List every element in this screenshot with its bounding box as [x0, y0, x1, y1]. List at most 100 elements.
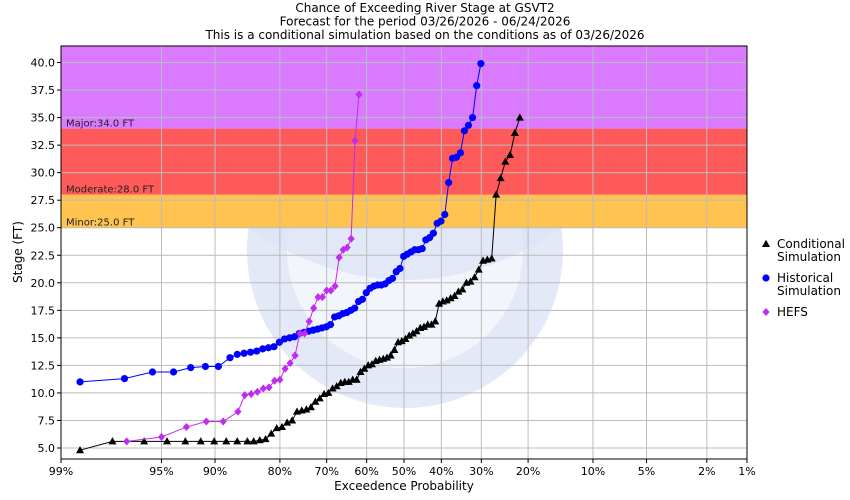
legend-marker — [762, 239, 770, 247]
data-point — [123, 437, 131, 446]
x-tick-label: 30% — [469, 465, 493, 478]
chart-title-line: Chance of Exceeding River Stage at GSVT2 — [295, 1, 554, 15]
data-point — [157, 432, 166, 441]
x-tick-label: 50% — [392, 465, 416, 478]
y-tick-label: 12.5 — [31, 359, 56, 372]
data-point — [429, 229, 437, 237]
y-tick-label: 32.5 — [31, 139, 56, 152]
data-point — [358, 295, 367, 303]
data-point — [347, 234, 355, 243]
legend-label: HEFS — [777, 305, 808, 319]
data-point — [328, 384, 337, 392]
data-point — [386, 351, 395, 359]
data-point — [196, 437, 205, 445]
data-point — [456, 149, 465, 157]
data-point — [496, 173, 505, 182]
data-point — [335, 253, 343, 262]
data-point — [210, 437, 219, 445]
y-tick-label: 25.0 — [31, 222, 56, 235]
data-point — [442, 296, 451, 304]
data-point — [351, 136, 359, 145]
series-1 — [76, 60, 485, 386]
series-0 — [76, 113, 524, 454]
data-point — [331, 282, 339, 291]
data-point — [264, 344, 273, 352]
flood-band-label: Moderate:28.0 FT — [66, 185, 155, 196]
data-point — [278, 422, 287, 431]
data-point — [397, 336, 406, 345]
data-point — [291, 351, 299, 360]
data-point — [314, 293, 322, 302]
data-point — [315, 394, 324, 402]
data-point — [281, 364, 289, 373]
data-point — [343, 243, 351, 252]
data-point — [382, 353, 391, 361]
data-point — [202, 417, 210, 426]
x-tick-label: 70% — [314, 465, 338, 478]
data-point — [201, 362, 210, 371]
data-point — [446, 294, 455, 302]
data-point — [323, 286, 331, 295]
legend-item: HEFS — [762, 305, 808, 319]
y-tick-label: 20.0 — [31, 277, 56, 290]
data-point — [445, 178, 453, 187]
data-point — [454, 287, 463, 295]
data-point — [300, 329, 309, 338]
y-tick-label: 27.5 — [31, 194, 56, 207]
data-point — [492, 190, 501, 198]
data-point — [506, 150, 515, 159]
data-point — [283, 418, 292, 426]
series-2 — [123, 90, 363, 446]
data-point — [431, 317, 440, 325]
legend-marker — [762, 274, 770, 282]
data-point — [267, 429, 276, 437]
data-point — [473, 82, 481, 90]
data-point — [356, 367, 365, 375]
x-tick-label: 95% — [149, 465, 173, 478]
data-point — [311, 397, 320, 405]
data-point — [255, 436, 264, 444]
data-point — [515, 113, 524, 121]
data-point — [259, 345, 267, 353]
data-point — [458, 285, 467, 293]
data-point — [234, 407, 242, 416]
data-point — [253, 347, 261, 355]
data-point — [249, 437, 258, 445]
x-axis-ticks: 99% 95% 90% 80% 70% 60% 50% 40% 30% 20% 10% 5% 2% 1% — [49, 459, 756, 478]
chart-title-line: This is a conditional simulation based o… — [204, 28, 644, 42]
legend-marker — [762, 308, 770, 316]
y-tick-label: 5.0 — [38, 442, 56, 455]
data-point — [306, 403, 315, 411]
x-tick-label: 80% — [268, 465, 292, 478]
legend-label: Conditional — [777, 237, 845, 251]
data-point — [477, 60, 485, 68]
x-tick-label: 60% — [354, 465, 378, 478]
data-point — [305, 317, 313, 326]
legend-label: Simulation — [777, 284, 841, 298]
data-point — [108, 437, 117, 445]
data-point — [240, 349, 248, 357]
x-axis-label: Exceedence Probability — [334, 479, 474, 493]
data-point — [222, 437, 231, 445]
y-tick-label: 40.0 — [31, 57, 56, 70]
data-point — [275, 338, 283, 346]
data-point — [405, 331, 414, 339]
y-tick-label: 22.5 — [31, 249, 56, 262]
data-point — [327, 286, 335, 295]
data-point — [187, 363, 195, 372]
x-tick-label: 40% — [429, 465, 453, 478]
legend-label: Simulation — [777, 250, 841, 264]
data-point — [435, 299, 444, 307]
data-point — [120, 375, 129, 383]
y-tick-label: 7.5 — [38, 414, 56, 427]
data-point — [169, 368, 178, 376]
chart-title-line: Forecast for the period 03/26/2026 - 06/… — [280, 15, 571, 29]
data-point — [450, 291, 459, 300]
y-tick-label: 17.5 — [31, 304, 56, 317]
y-axis-ticks: 5.0 7.5 10.0 12.5 15.0 17.5 20.0 22.5 25.0 27.5 30… — [31, 57, 61, 455]
data-point — [226, 354, 234, 362]
chart-title-block: Chance of Exceeding River Stage at GSVT2… — [204, 1, 644, 42]
y-axis-label: Stage (FT) — [11, 221, 25, 283]
